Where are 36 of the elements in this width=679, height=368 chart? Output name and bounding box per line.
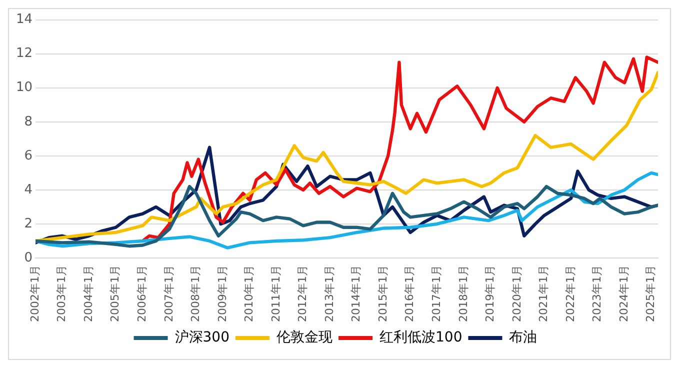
x-tick-label: 2009年1月 bbox=[216, 265, 229, 322]
y-tick-label: 14 bbox=[16, 12, 33, 28]
x-tick-label: 2016年1月 bbox=[403, 265, 416, 322]
x-tick-label: 2004年1月 bbox=[82, 265, 95, 322]
y-tick-label: 8 bbox=[24, 114, 33, 130]
x-tick-label: 2023年1月 bbox=[590, 265, 604, 322]
x-tick-label: 2019年1月 bbox=[484, 265, 497, 322]
x-tick-label: 2020年1月 bbox=[510, 265, 524, 322]
legend-label: 红利低波100 bbox=[380, 330, 462, 346]
x-tick-label: 2013年1月 bbox=[322, 265, 336, 322]
y-tick-label: 12 bbox=[16, 46, 33, 62]
x-tick-label: 2002年1月 bbox=[28, 265, 42, 322]
x-tick-label: 2003年1月 bbox=[55, 265, 68, 322]
x-tick-label: 2012年1月 bbox=[296, 265, 310, 322]
x-tick-label: 2007年1月 bbox=[162, 265, 176, 322]
x-tick-label: 2005年1月 bbox=[108, 265, 122, 322]
x-tick-label: 2024年1月 bbox=[617, 265, 630, 322]
x-tick-label: 2014年1月 bbox=[350, 265, 363, 322]
x-tick-label: 2008年1月 bbox=[189, 265, 202, 322]
legend-label: 伦敦金现 bbox=[276, 330, 332, 346]
y-tick-label: 10 bbox=[16, 80, 33, 96]
y-tick-label: 4 bbox=[24, 182, 33, 198]
x-tick-label: 2017年1月 bbox=[430, 265, 443, 322]
x-tick-label: 2015年1月 bbox=[376, 265, 390, 322]
x-tick-label: 2011年1月 bbox=[269, 265, 282, 322]
x-tick-label: 2010年1月 bbox=[242, 265, 256, 322]
x-tick-label: 2006年1月 bbox=[135, 265, 148, 322]
x-tick-label: 2021年1月 bbox=[537, 265, 550, 322]
x-tick-label: 2022年1月 bbox=[564, 265, 577, 322]
y-tick-label: 0 bbox=[24, 250, 33, 266]
x-tick-label: 2018年1月 bbox=[456, 265, 470, 322]
y-tick-label: 6 bbox=[24, 148, 33, 164]
x-tick-label: 2025年1月 bbox=[644, 265, 658, 322]
y-tick-label: 2 bbox=[24, 216, 33, 232]
legend-label: 沪深300 bbox=[174, 330, 230, 346]
legend-label: 布油 bbox=[509, 330, 538, 346]
